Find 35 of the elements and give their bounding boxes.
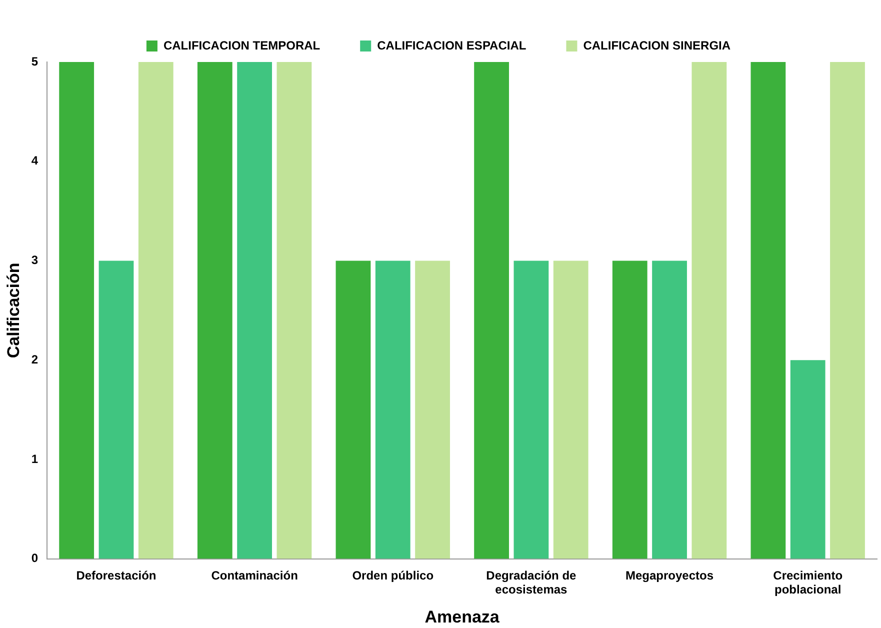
bar	[375, 260, 410, 559]
y-tick-label: 1	[31, 452, 38, 466]
bar	[138, 62, 174, 559]
bar	[612, 260, 648, 559]
legend-label: CALIFICACION TEMPORAL	[163, 38, 320, 52]
x-tick-label: Orden público	[352, 568, 434, 582]
bar	[514, 260, 549, 559]
bar	[652, 260, 687, 559]
y-axis-title: Calificación	[4, 262, 23, 358]
y-tick-label: 5	[31, 54, 38, 68]
bar	[750, 62, 786, 559]
bar	[474, 62, 509, 559]
bar	[692, 62, 727, 559]
bar	[276, 62, 312, 559]
x-tick-label: Contaminación	[211, 568, 298, 582]
bar	[98, 260, 134, 559]
bar	[553, 260, 588, 559]
x-tick-label: Megaproyectos	[626, 568, 714, 582]
bar	[237, 62, 272, 559]
legend-label: CALIFICACION ESPACIAL	[377, 38, 526, 52]
y-tick-label: 2	[31, 352, 38, 366]
x-tick-label: Degradación de ecosistemas	[486, 568, 577, 597]
x-axis-title: Amenaza	[424, 607, 500, 626]
bar	[415, 260, 450, 559]
y-tick-label: 4	[31, 154, 38, 168]
x-tick-label: Crecimiento poblacional	[773, 568, 843, 597]
y-tick-label: 0	[31, 551, 38, 566]
bar	[830, 62, 865, 559]
bar	[336, 260, 371, 559]
legend-label: CALIFICACION SINERGIA	[583, 38, 731, 52]
bar	[790, 360, 826, 559]
bar	[197, 62, 232, 559]
x-tick-label: Deforestación	[76, 568, 156, 582]
y-tick-label: 3	[31, 253, 38, 268]
bar	[59, 62, 94, 559]
